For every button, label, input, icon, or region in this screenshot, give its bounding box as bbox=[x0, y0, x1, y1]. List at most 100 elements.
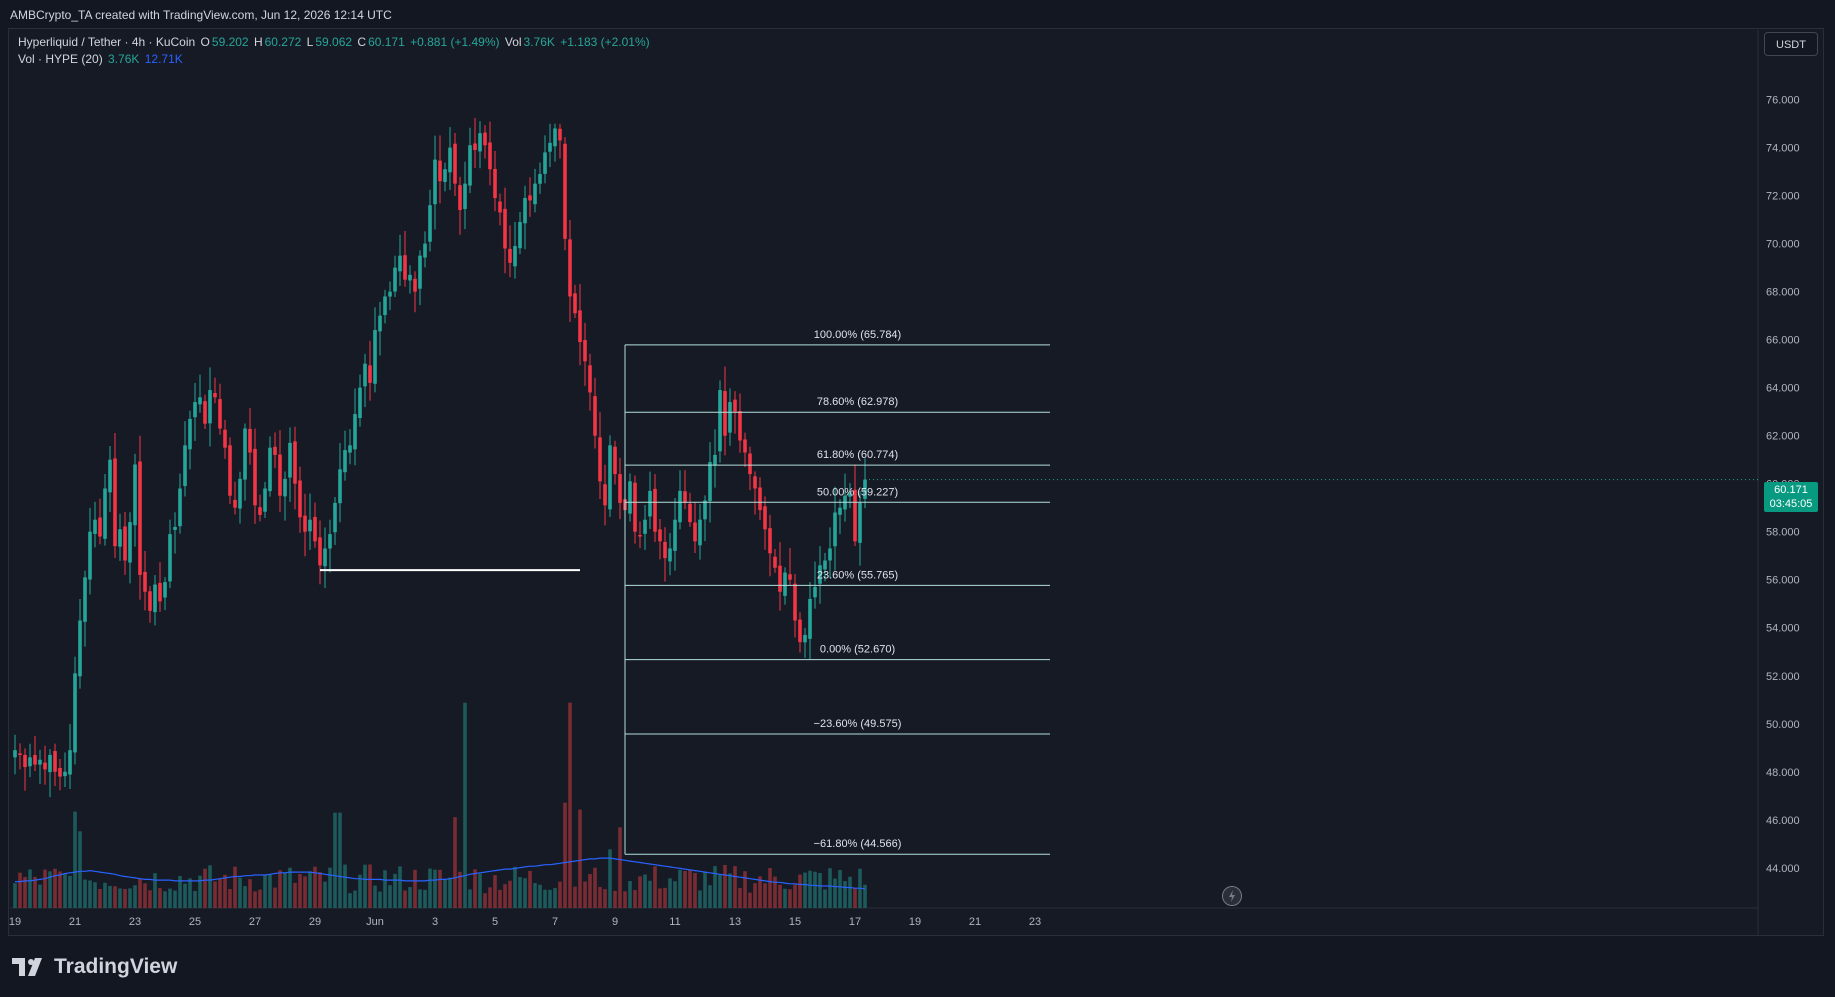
volume-bar bbox=[703, 871, 707, 908]
volume-bar bbox=[503, 884, 507, 908]
volume-bar bbox=[313, 866, 317, 908]
candle-body bbox=[68, 750, 72, 775]
candle-body bbox=[798, 619, 802, 643]
candle-body bbox=[353, 414, 357, 450]
candle-body bbox=[108, 459, 112, 493]
candle-body bbox=[358, 387, 362, 418]
candle-body bbox=[703, 500, 707, 520]
candle-body bbox=[658, 529, 662, 542]
lightning-icon bbox=[1229, 890, 1235, 902]
y-tick-label: 54.000 bbox=[1766, 623, 1800, 635]
candle-body bbox=[748, 453, 752, 475]
candle-body bbox=[273, 446, 277, 455]
vol-change: +1.183 (+2.01%) bbox=[560, 35, 650, 49]
volume-bar bbox=[768, 868, 772, 908]
volume-bar bbox=[308, 871, 312, 908]
candle-body bbox=[778, 565, 782, 592]
volume-bar bbox=[643, 874, 647, 908]
volume-bar bbox=[258, 889, 262, 908]
candle-body bbox=[598, 437, 602, 482]
candle-body bbox=[318, 537, 322, 566]
candle-body bbox=[858, 502, 862, 543]
candle-body bbox=[763, 506, 767, 530]
candle-body bbox=[828, 548, 832, 561]
volume-bar bbox=[273, 887, 277, 908]
candle-body bbox=[278, 454, 282, 496]
candle-body bbox=[473, 143, 477, 151]
y-tick-label: 56.000 bbox=[1766, 575, 1800, 587]
candle-body bbox=[373, 330, 377, 384]
candle-body bbox=[788, 574, 792, 580]
volume-bar bbox=[163, 891, 167, 908]
candle-body bbox=[293, 441, 297, 484]
symbol-name[interactable]: Hyperliquid / Tether · 4h · KuCoin bbox=[18, 35, 196, 49]
x-tick-label: 29 bbox=[309, 916, 321, 928]
volume-bar bbox=[38, 884, 42, 908]
volume-bar bbox=[33, 876, 37, 908]
candle-body bbox=[398, 255, 402, 272]
volume-bar bbox=[123, 888, 127, 908]
x-tick-label: 11 bbox=[669, 916, 680, 928]
volume-bar bbox=[793, 884, 797, 908]
last-price: 60.171 bbox=[1774, 484, 1808, 496]
volume-bar bbox=[633, 889, 637, 908]
x-tick-label: 23 bbox=[129, 916, 141, 928]
high-value: 60.272 bbox=[264, 35, 302, 49]
candle-body bbox=[738, 411, 742, 441]
volume-bar bbox=[338, 812, 342, 908]
volume-bar bbox=[668, 878, 672, 908]
candle-body bbox=[588, 365, 592, 393]
volume-bar bbox=[618, 827, 622, 908]
tradingview-logo-icon bbox=[12, 958, 42, 976]
volume-bar bbox=[73, 811, 77, 908]
volume-bar bbox=[588, 874, 592, 908]
high-label: H bbox=[253, 35, 263, 49]
volume-bar bbox=[303, 876, 307, 908]
candle-body bbox=[83, 577, 87, 622]
candle-body bbox=[258, 507, 262, 515]
candle-body bbox=[713, 454, 717, 466]
fib-level-label: 78.60% (62.978) bbox=[817, 396, 898, 408]
candle-body bbox=[103, 488, 107, 539]
candle-body bbox=[143, 571, 147, 592]
volume-bar bbox=[848, 876, 852, 908]
volume-bar bbox=[143, 883, 147, 908]
candle-body bbox=[73, 673, 77, 753]
y-tick-label: 62.000 bbox=[1766, 431, 1800, 443]
volume-bar bbox=[403, 890, 407, 908]
candle-body bbox=[528, 195, 532, 201]
volume-bar bbox=[563, 802, 567, 908]
candle-body bbox=[88, 531, 92, 580]
volume-bar bbox=[83, 879, 87, 908]
volume-bar bbox=[128, 888, 132, 908]
currency-button[interactable]: USDT bbox=[1764, 32, 1818, 56]
volume-bar bbox=[743, 871, 747, 908]
volume-bar bbox=[558, 881, 562, 908]
candle-body bbox=[653, 488, 657, 532]
candle-body bbox=[618, 474, 622, 503]
candle-body bbox=[773, 556, 777, 568]
candle-body bbox=[863, 479, 867, 499]
x-tick-label: 3 bbox=[432, 916, 438, 928]
volume-bar bbox=[393, 873, 397, 908]
volume-bar bbox=[783, 888, 787, 908]
volume-bar bbox=[333, 812, 337, 908]
volume-bar bbox=[23, 876, 27, 908]
candle-body bbox=[853, 489, 857, 542]
x-tick-label: 27 bbox=[249, 916, 261, 928]
volume-bar bbox=[183, 883, 187, 908]
tradingview-logo[interactable]: TradingView bbox=[12, 955, 177, 979]
candle-body bbox=[493, 169, 497, 199]
volume-bar bbox=[593, 867, 597, 908]
top-bar: AMBCrypto_TA created with TradingView.co… bbox=[0, 0, 1835, 28]
candle-body bbox=[808, 598, 812, 639]
y-tick-label: 66.000 bbox=[1766, 335, 1800, 347]
candle-body bbox=[448, 147, 452, 173]
candle-body bbox=[848, 493, 852, 497]
goto-realtime-button[interactable] bbox=[1222, 886, 1242, 906]
volume-bar bbox=[708, 885, 712, 908]
candle-body bbox=[438, 160, 442, 182]
candle-body bbox=[243, 428, 247, 480]
volume-indicator-name[interactable]: Vol · HYPE (20) bbox=[18, 52, 103, 66]
